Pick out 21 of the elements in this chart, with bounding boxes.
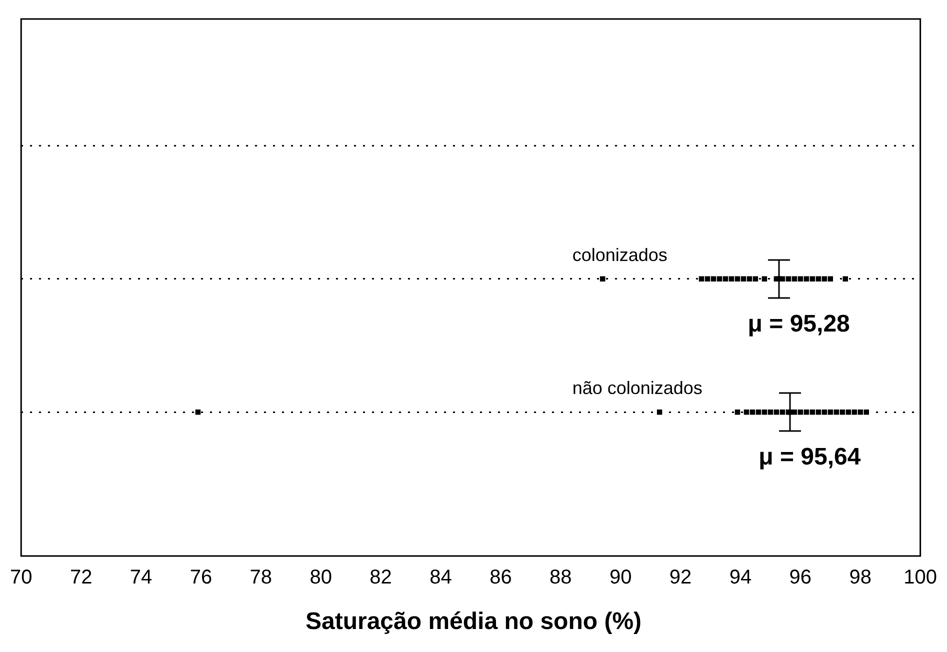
x-tick-label: 78 bbox=[250, 566, 272, 589]
x-tick-label: 88 bbox=[550, 566, 572, 589]
x-tick-label: 90 bbox=[609, 566, 632, 589]
x-tick-label: 76 bbox=[190, 566, 212, 589]
x-tick-label: 82 bbox=[370, 566, 392, 589]
x-tick-label: 74 bbox=[130, 566, 152, 589]
y-tick-label: não colonizados bbox=[572, 378, 702, 398]
annotation: μ = 95,28 bbox=[748, 310, 850, 338]
x-tick-label: 86 bbox=[490, 566, 512, 589]
x-axis-title: Saturação média no sono (%) bbox=[304, 608, 643, 636]
x-tick-label: 72 bbox=[70, 566, 92, 589]
x-tick-label: 100 bbox=[904, 566, 938, 589]
x-tick-label: 70 bbox=[10, 566, 32, 589]
x-tick-label: 80 bbox=[310, 566, 332, 589]
y-tick-label: colonizados bbox=[572, 244, 668, 265]
x-tick-label: 98 bbox=[849, 566, 872, 589]
x-tick-label: 92 bbox=[669, 566, 692, 589]
annotation: μ = 95,64 bbox=[758, 444, 862, 471]
x-tick-label: 96 bbox=[789, 566, 812, 589]
x-tick-label: 84 bbox=[430, 566, 452, 589]
x-tick-label: 94 bbox=[729, 566, 752, 589]
